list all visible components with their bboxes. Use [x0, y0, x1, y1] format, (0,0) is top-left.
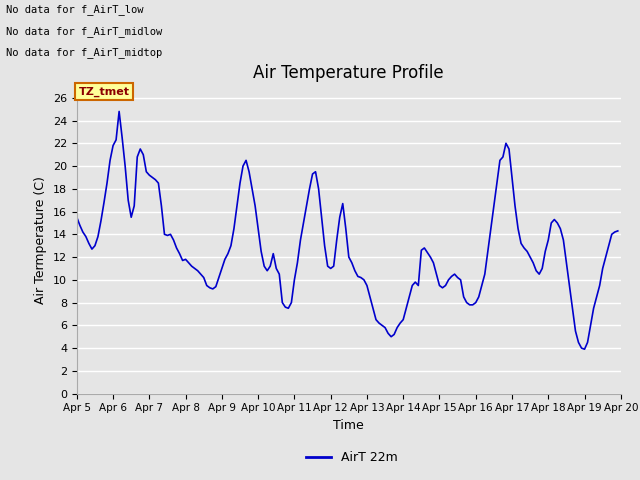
X-axis label: Time: Time	[333, 419, 364, 432]
Y-axis label: Air Termperature (C): Air Termperature (C)	[35, 176, 47, 304]
Legend: AirT 22m: AirT 22m	[301, 446, 403, 469]
Title: Air Temperature Profile: Air Temperature Profile	[253, 64, 444, 82]
Text: No data for f_AirT_midtop: No data for f_AirT_midtop	[6, 47, 163, 58]
Text: No data for f_AirT_low: No data for f_AirT_low	[6, 4, 144, 15]
Text: No data for f_AirT_midlow: No data for f_AirT_midlow	[6, 25, 163, 36]
Text: TZ_tmet: TZ_tmet	[79, 86, 130, 96]
